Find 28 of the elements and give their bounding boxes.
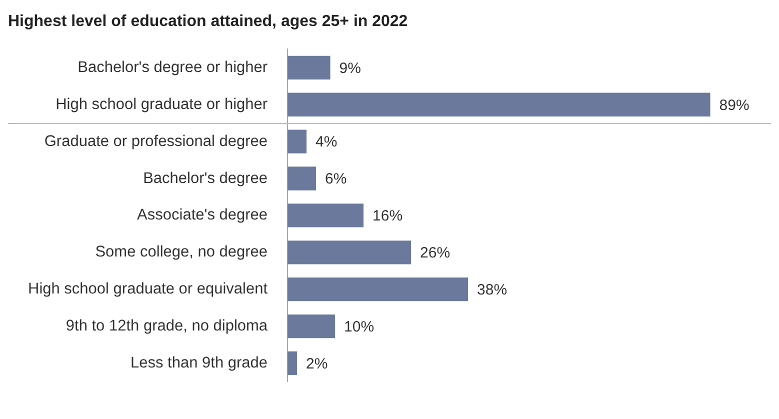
bar [288,314,336,338]
data-label: 9% [339,60,361,77]
data-label: 6% [325,170,347,188]
y-tick-label: High school graduate or higher [56,96,268,113]
data-label: 4% [316,134,338,151]
data-label: 26% [420,244,450,262]
data-label: 16% [372,208,403,225]
bar [288,56,330,80]
y-tick-label: Some college, no degree [95,244,268,261]
bar [288,204,364,228]
y-tick-label: Less than 9th grade [130,354,268,372]
data-label: 38% [477,281,508,298]
bar [288,240,412,264]
y-tick-label: Graduate or professional degree [44,132,268,150]
y-tick-label: High school graduate or equivalent [28,280,268,298]
data-label: 89% [719,96,750,114]
chart-title: Highest level of education attained, ages 25+ in 2022 [8,13,408,30]
y-tick-label: Associate's degree [137,206,268,224]
y-tick-label: Bachelor's degree or higher [78,58,268,76]
y-tick-label: 9th to 12th grade, no diploma [66,318,268,335]
y-tick-label: Bachelor's degree [143,170,268,187]
data-label: 10% [344,318,374,336]
bar [288,92,710,116]
bar [288,351,298,376]
bar [288,278,468,302]
bar [288,166,316,190]
bar [288,130,307,154]
data-label: 2% [306,355,328,372]
